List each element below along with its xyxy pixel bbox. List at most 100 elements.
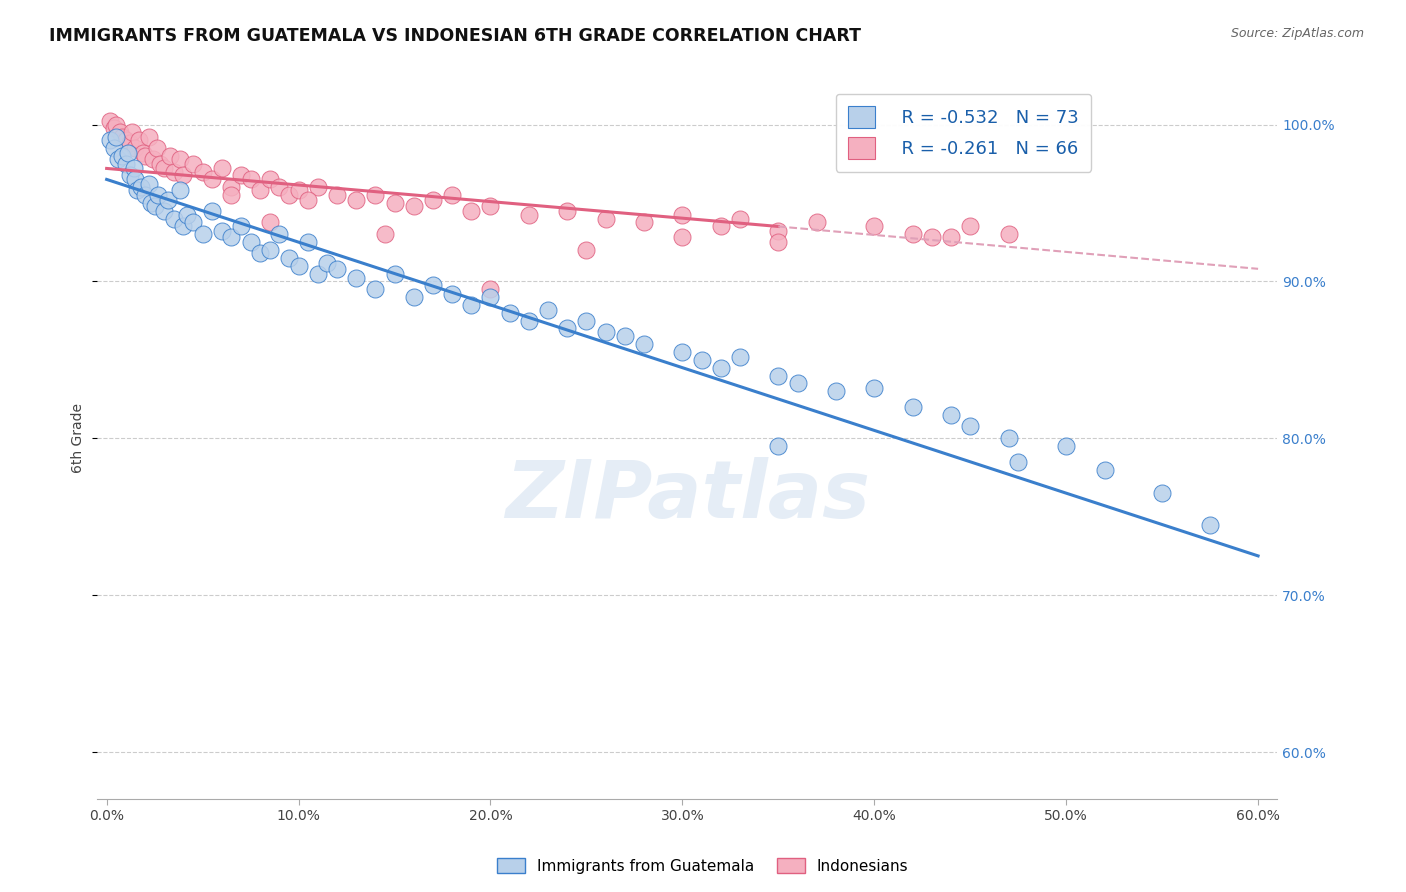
Point — [671, 345, 693, 359]
Point — [138, 130, 160, 145]
Point — [441, 188, 464, 202]
Text: IMMIGRANTS FROM GUATEMALA VS INDONESIAN 6TH GRADE CORRELATION CHART: IMMIGRANTS FROM GUATEMALA VS INDONESIAN … — [49, 27, 862, 45]
Point — [169, 183, 191, 197]
Point — [132, 145, 155, 160]
Point — [105, 118, 128, 132]
Point — [863, 381, 886, 395]
Point — [111, 130, 134, 145]
Legend:   R = -0.532   N = 73,   R = -0.261   N = 66: R = -0.532 N = 73, R = -0.261 N = 66 — [835, 94, 1091, 172]
Point — [863, 219, 886, 234]
Point — [517, 313, 540, 327]
Point — [997, 227, 1019, 242]
Point — [249, 246, 271, 260]
Point — [229, 219, 252, 234]
Point — [149, 157, 172, 171]
Point — [103, 141, 125, 155]
Point — [221, 180, 243, 194]
Point — [921, 230, 943, 244]
Point — [287, 183, 309, 197]
Point — [344, 271, 367, 285]
Point — [374, 227, 396, 242]
Point — [710, 360, 733, 375]
Point — [121, 125, 143, 139]
Point — [1054, 439, 1077, 453]
Point — [191, 227, 214, 242]
Point — [221, 188, 243, 202]
Point — [1152, 486, 1174, 500]
Point — [108, 125, 131, 139]
Point — [384, 196, 406, 211]
Point — [402, 290, 425, 304]
Point — [768, 439, 790, 453]
Point — [498, 306, 520, 320]
Point — [169, 152, 191, 166]
Point — [422, 193, 444, 207]
Point — [441, 287, 464, 301]
Point — [364, 282, 387, 296]
Point — [100, 133, 122, 147]
Point — [134, 149, 156, 163]
Point — [142, 152, 165, 166]
Point — [939, 408, 962, 422]
Point — [211, 161, 233, 176]
Point — [316, 255, 339, 269]
Point — [201, 172, 224, 186]
Point — [239, 235, 262, 249]
Point — [176, 209, 198, 223]
Point — [422, 277, 444, 292]
Point — [191, 164, 214, 178]
Point — [138, 177, 160, 191]
Point — [768, 368, 790, 383]
Point — [671, 209, 693, 223]
Point — [239, 172, 262, 186]
Point — [768, 235, 790, 249]
Point — [728, 350, 751, 364]
Point — [307, 180, 329, 194]
Point — [111, 149, 134, 163]
Point — [172, 219, 194, 234]
Point — [278, 251, 301, 265]
Point — [201, 203, 224, 218]
Point — [118, 168, 141, 182]
Point — [997, 431, 1019, 445]
Point — [613, 329, 636, 343]
Point — [107, 152, 129, 166]
Point — [124, 172, 146, 186]
Point — [172, 168, 194, 182]
Point — [575, 243, 598, 257]
Point — [901, 227, 924, 242]
Point — [181, 215, 204, 229]
Point — [595, 211, 617, 226]
Point — [163, 164, 186, 178]
Point — [671, 230, 693, 244]
Point — [460, 203, 482, 218]
Point — [633, 337, 655, 351]
Point — [768, 224, 790, 238]
Point — [555, 321, 578, 335]
Point — [143, 199, 166, 213]
Point — [134, 188, 156, 202]
Point — [595, 325, 617, 339]
Point — [139, 196, 162, 211]
Point — [100, 114, 122, 128]
Point — [259, 215, 281, 229]
Point — [221, 230, 243, 244]
Point — [128, 133, 150, 147]
Point — [307, 267, 329, 281]
Point — [103, 120, 125, 135]
Point — [901, 400, 924, 414]
Point — [939, 230, 962, 244]
Point — [555, 203, 578, 218]
Point — [297, 235, 319, 249]
Point — [786, 376, 808, 391]
Point — [105, 130, 128, 145]
Point — [163, 211, 186, 226]
Text: Source: ZipAtlas.com: Source: ZipAtlas.com — [1230, 27, 1364, 40]
Point — [145, 141, 167, 155]
Point — [710, 219, 733, 234]
Point — [479, 199, 502, 213]
Point — [124, 141, 146, 155]
Point — [690, 352, 713, 367]
Point — [181, 157, 204, 171]
Point — [153, 203, 176, 218]
